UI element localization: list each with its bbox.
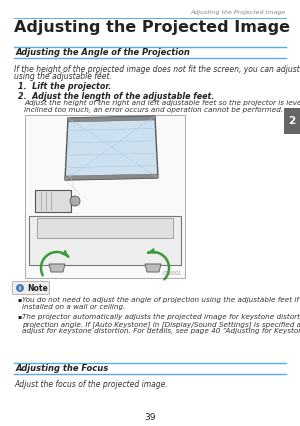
Polygon shape [65, 174, 158, 180]
Text: ▪: ▪ [17, 297, 21, 302]
Polygon shape [49, 264, 65, 272]
Text: i: i [19, 286, 21, 291]
Text: Adjust the focus of the projected image.: Adjust the focus of the projected image. [14, 380, 168, 389]
Text: Adjust the height of the right and left adjustable feet so the projector is leve: Adjust the height of the right and left … [24, 100, 300, 106]
FancyBboxPatch shape [13, 282, 50, 294]
Polygon shape [145, 264, 161, 272]
Text: ▪: ▪ [17, 314, 21, 319]
Text: You do not need to adjust the angle of projection using the adjustable feet if t: You do not need to adjust the angle of p… [22, 297, 300, 303]
Text: Adjusting the Angle of the Projection: Adjusting the Angle of the Projection [16, 48, 191, 57]
Text: CEB001: CEB001 [163, 271, 182, 276]
Text: using the adjustable feet.: using the adjustable feet. [14, 72, 112, 81]
Text: The projector automatically adjusts the projected image for keystone distortion : The projector automatically adjusts the … [22, 314, 300, 320]
Bar [37, 218, 173, 238]
Text: Adjusting the Projected Image: Adjusting the Projected Image [191, 10, 286, 15]
Text: 1.  Lift the projector.: 1. Lift the projector. [18, 82, 111, 91]
Text: adjust for keystone distortion. For details, see page 40 “Adjusting for Keystone: adjust for keystone distortion. For deta… [22, 328, 300, 334]
Circle shape [16, 284, 24, 292]
Polygon shape [68, 116, 155, 122]
Text: If the height of the projected image does not fit the screen, you can adjust the: If the height of the projected image doe… [14, 65, 300, 74]
Text: projection angle. If [Auto Keystone] in [Display/Sound Settings] is specified as: projection angle. If [Auto Keystone] in … [22, 321, 300, 328]
Bar [284, 108, 300, 134]
Text: 2.  Adjust the length of the adjustable feet.: 2. Adjust the length of the adjustable f… [18, 92, 214, 101]
Bar [25, 115, 185, 278]
Text: 39: 39 [144, 413, 156, 422]
Text: Note: Note [27, 284, 48, 293]
Circle shape [70, 196, 80, 206]
Text: 2: 2 [288, 116, 296, 126]
Bar [35, 190, 71, 212]
Text: Adjusting the Focus: Adjusting the Focus [16, 364, 109, 373]
Bar [29, 216, 181, 265]
Text: installed on a wall or ceiling.: installed on a wall or ceiling. [22, 304, 125, 310]
Polygon shape [65, 116, 158, 180]
Text: Adjusting the Projected Image: Adjusting the Projected Image [14, 20, 290, 35]
Text: inclined too much, an error occurs and operation cannot be performed.: inclined too much, an error occurs and o… [24, 107, 283, 113]
